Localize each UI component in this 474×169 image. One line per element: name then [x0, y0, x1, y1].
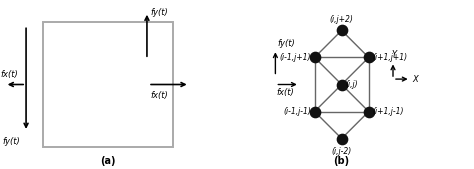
- Text: (i-1,j-1): (i-1,j-1): [283, 107, 311, 116]
- Text: (i-1,j+1): (i-1,j+1): [280, 53, 311, 62]
- Point: [365, 110, 373, 113]
- Point: [338, 83, 346, 86]
- Bar: [43, 22, 173, 147]
- Text: (b): (b): [334, 156, 350, 166]
- Text: X: X: [413, 75, 419, 84]
- Text: (i,j-2): (i,j-2): [331, 147, 352, 156]
- Text: Y: Y: [392, 50, 397, 59]
- Text: (a): (a): [100, 156, 116, 166]
- Text: (i,j+2): (i,j+2): [330, 15, 354, 24]
- Text: fx(t): fx(t): [151, 91, 168, 100]
- Text: fy(t): fy(t): [151, 8, 168, 17]
- Text: (i+1,j-1): (i+1,j-1): [372, 107, 403, 116]
- Text: fy(t): fy(t): [2, 137, 20, 146]
- Text: (i,j): (i,j): [346, 80, 358, 89]
- Text: fx(t): fx(t): [277, 88, 294, 97]
- Point: [311, 110, 319, 113]
- Text: (i+1,j+1): (i+1,j+1): [372, 53, 407, 62]
- Point: [311, 56, 319, 59]
- Text: fx(t): fx(t): [0, 70, 18, 79]
- Point: [338, 137, 346, 140]
- Point: [338, 29, 346, 32]
- Text: fy(t): fy(t): [278, 39, 295, 48]
- Point: [365, 56, 373, 59]
